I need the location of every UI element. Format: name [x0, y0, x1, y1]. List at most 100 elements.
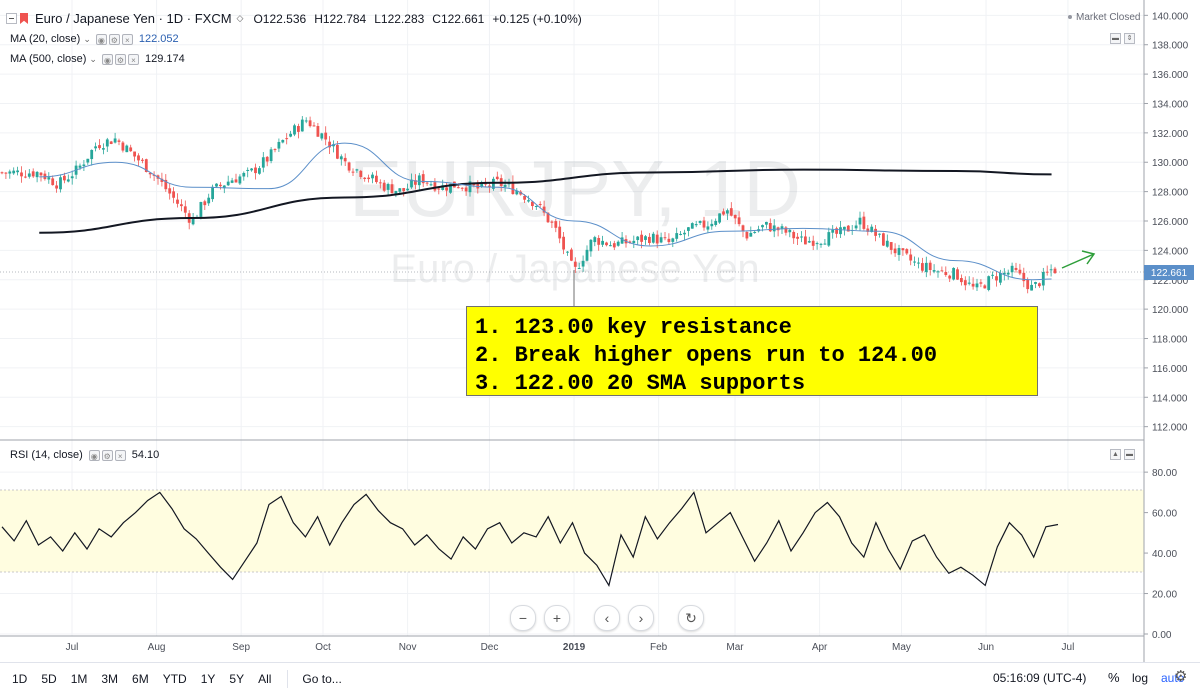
clock-display[interactable]: 05:16:09 (UTC-4): [993, 671, 1087, 685]
scroll-left-button[interactable]: ‹: [594, 605, 620, 631]
candle-body: [644, 236, 647, 240]
scroll-right-button[interactable]: ›: [628, 605, 654, 631]
eye-icon[interactable]: ◉: [101, 53, 113, 65]
candle-body: [390, 184, 394, 194]
candle-body: [542, 206, 546, 213]
period-ytd-button[interactable]: YTD: [162, 671, 187, 686]
period-5d-button[interactable]: 5D: [41, 671, 57, 686]
candle-body: [893, 248, 897, 254]
candle-body: [690, 223, 694, 229]
period-1m-button[interactable]: 1M: [70, 671, 88, 686]
close-icon[interactable]: ×: [121, 33, 133, 45]
period-3m-button[interactable]: 3M: [101, 671, 119, 686]
candle-body: [659, 237, 663, 243]
candle-body: [207, 197, 211, 204]
candle-body: [858, 217, 862, 225]
candle-body: [343, 157, 347, 162]
percent-scale-button[interactable]: %: [1108, 670, 1120, 685]
candle-body: [324, 132, 328, 140]
period-all-button[interactable]: All: [258, 671, 272, 686]
chevron-down-icon[interactable]: ⌄: [83, 33, 91, 44]
candle-body: [176, 199, 179, 204]
status-dot-icon: [1068, 15, 1072, 20]
candle-body: [815, 243, 819, 245]
candle-body: [273, 149, 277, 151]
eye-icon[interactable]: ◉: [95, 33, 107, 45]
log-scale-button[interactable]: log: [1132, 671, 1149, 685]
zoom-in-button[interactable]: +: [544, 605, 570, 631]
candle-body: [722, 211, 725, 215]
flag-icon: [20, 13, 28, 24]
candle-body: [612, 243, 616, 248]
rsi-line: [1, 491, 1059, 587]
candle-body: [831, 229, 835, 233]
settings-gear-icon[interactable]: ⚙: [1174, 668, 1188, 685]
candle-body: [265, 156, 269, 162]
ma20-legend-label[interactable]: MA (20, close): [10, 33, 81, 45]
candle-body: [98, 145, 101, 149]
candle-body: [741, 225, 745, 232]
rsi-tick-label: 60.00: [1152, 509, 1177, 520]
period-5y-button[interactable]: 5Y: [229, 671, 245, 686]
candle-body: [605, 242, 608, 246]
period-1y-button[interactable]: 1Y: [200, 671, 216, 686]
zoom-out-button[interactable]: −: [510, 605, 536, 631]
candle-body: [609, 245, 612, 247]
move-up-icon[interactable]: ▲: [1110, 449, 1121, 460]
price-tick-label: 140.000: [1152, 11, 1189, 22]
collapse-legend-button[interactable]: [6, 13, 17, 24]
market-status: Market Closed: [1068, 12, 1140, 23]
reset-chart-button[interactable]: ↻: [678, 605, 704, 631]
close-icon[interactable]: ×: [114, 449, 126, 461]
candle-body: [897, 248, 901, 255]
symbol-menu-icon[interactable]: ◇: [236, 13, 244, 23]
candle-body: [577, 268, 581, 270]
price-axis[interactable]: 140.000 138.000 136.000 134.000 132.000 130.0…: [1144, 11, 1189, 434]
candle-body: [971, 283, 975, 287]
candle-body: [963, 280, 967, 286]
candle-body: [495, 176, 499, 180]
symbol-title[interactable]: Euro / Japanese Yen · 1D · FXCM: [35, 11, 232, 26]
time-axis[interactable]: Jul Aug Sep Oct Nov Dec 2019 Feb Mar Apr May Jun Jul: [66, 642, 1075, 653]
candle-body: [66, 179, 70, 182]
ohlc-close: C122.661: [432, 11, 485, 26]
eye-icon[interactable]: ◉: [88, 449, 100, 461]
candle-body: [749, 232, 753, 237]
rsi-legend-label[interactable]: RSI (14, close): [10, 449, 83, 461]
candle-body: [1002, 272, 1006, 275]
arrow-icon: [1061, 250, 1096, 269]
pane-order-icon[interactable]: ⇕: [1124, 33, 1135, 44]
maximize-pane-icon[interactable]: ▬: [1124, 449, 1135, 460]
rsi-axis[interactable]: 80.00 60.00 40.00 20.00 0.00: [1144, 468, 1177, 641]
goto-date-button[interactable]: Go to...: [302, 671, 342, 686]
maximize-pane-icon[interactable]: ▬: [1110, 33, 1121, 44]
candle-body: [1049, 269, 1053, 271]
candle-body: [558, 226, 562, 239]
candle-body: [31, 171, 35, 177]
candle-body: [378, 182, 382, 184]
candle-body: [289, 133, 292, 137]
auto-scale-button[interactable]: auto: [1161, 671, 1185, 685]
candle-body: [141, 159, 144, 161]
gear-icon[interactable]: ⚙: [108, 33, 120, 45]
candle-body: [995, 276, 998, 281]
candle-body: [917, 262, 920, 264]
candle-body: [339, 156, 343, 160]
ma500-legend-label[interactable]: MA (500, close): [10, 53, 87, 65]
candle-body: [562, 236, 565, 250]
chevron-down-icon[interactable]: ⌄: [89, 53, 97, 64]
ma500-line: [39, 168, 1052, 234]
time-tick-label: Apr: [812, 642, 828, 653]
gear-icon[interactable]: ⚙: [114, 53, 126, 65]
candle-body: [160, 178, 164, 182]
candle-body: [616, 241, 620, 246]
gear-icon[interactable]: ⚙: [101, 449, 113, 461]
price-tick-label: 114.000: [1152, 393, 1188, 404]
annotation-box[interactable]: 1. 123.00 key resistance 2. Break higher…: [466, 306, 1038, 396]
candle-body: [804, 236, 807, 245]
close-icon[interactable]: ×: [127, 53, 139, 65]
period-1d-button[interactable]: 1D: [12, 671, 28, 686]
period-6m-button[interactable]: 6M: [132, 671, 149, 686]
candle-body: [589, 239, 593, 252]
candle-body: [281, 139, 285, 143]
